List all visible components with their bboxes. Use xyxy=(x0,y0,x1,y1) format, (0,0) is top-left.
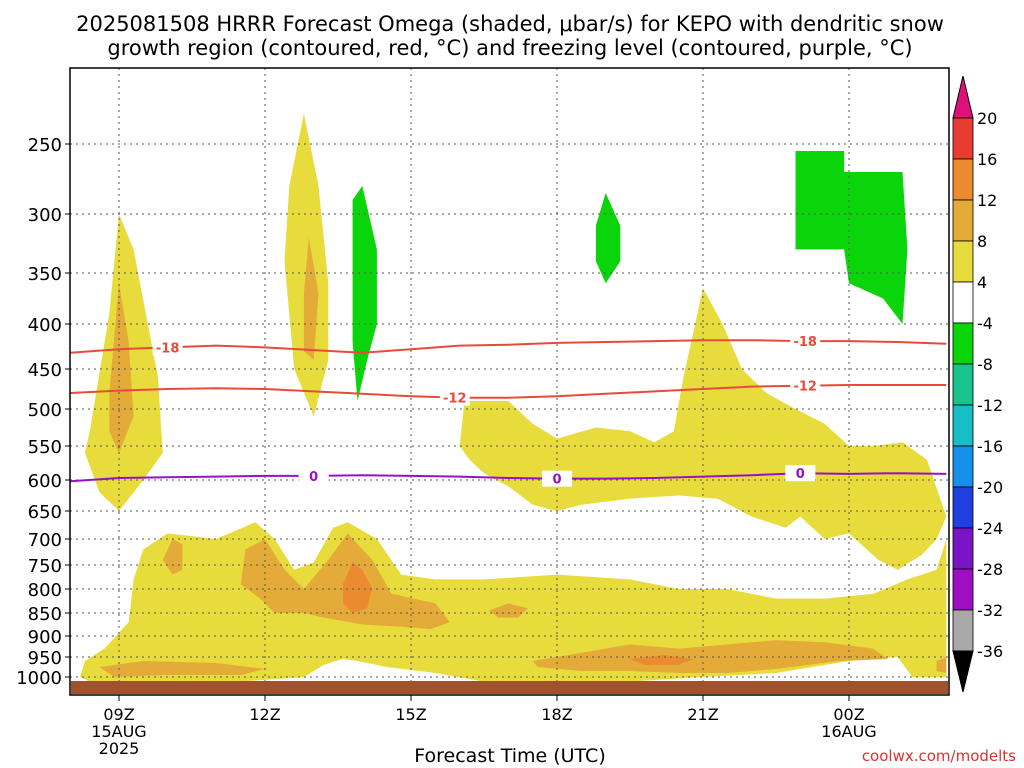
omega-region-11 xyxy=(342,562,373,613)
y-tick-label-650: 650 xyxy=(28,502,62,523)
y-tick-label-800: 800 xyxy=(28,580,62,601)
contour-label-2-1: 0 xyxy=(552,473,561,488)
colorbar-swatch-top-0 xyxy=(952,117,974,160)
omega-region-8 xyxy=(80,522,947,682)
y-tick-label-700: 700 xyxy=(28,530,62,551)
x-axis-label: Forecast Time (UTC) xyxy=(414,745,605,767)
colorbar-swatch-bottom-7 xyxy=(952,609,974,652)
y-tick-label-600: 600 xyxy=(28,471,62,492)
contour-label-bg-1-0 xyxy=(439,389,470,406)
contour-label-bg-2-0 xyxy=(298,467,329,484)
y-tick-label-1000: 1000 xyxy=(16,668,62,689)
colorbar-label--32: -32 xyxy=(977,601,1003,620)
contour-label-bg-2-1 xyxy=(542,470,572,487)
y-tick-label-900: 900 xyxy=(28,627,62,648)
y-tick-label-750: 750 xyxy=(28,556,62,577)
colorbar-swatch-bottom-1 xyxy=(952,363,974,406)
x-tick-label-18Z: 18Z xyxy=(541,705,572,724)
temperature-contours: -18 -18 -12 -12 0 0 0 xyxy=(70,333,947,488)
terrain-ground-strip xyxy=(71,681,948,694)
omega-region-9 xyxy=(162,539,183,575)
colorbar-swatch-bottom-3 xyxy=(952,445,974,488)
y-tick-label-550: 550 xyxy=(28,437,62,458)
omega-region-14 xyxy=(532,640,888,673)
x-tick-date-09Z: 15AUG xyxy=(91,722,146,741)
contour-label-2-2: 0 xyxy=(796,467,805,482)
colorbar-label--28: -28 xyxy=(977,560,1003,579)
contour-label-bg-0-1 xyxy=(790,333,821,350)
x-tick-label-15Z: 15Z xyxy=(395,705,426,724)
colorbar-label-20: 20 xyxy=(977,109,997,128)
x-tick-label-21Z: 21Z xyxy=(687,705,718,724)
colorbar-label--36: -36 xyxy=(977,642,1003,661)
contour-label-2-0: 0 xyxy=(309,470,318,485)
grid-lines xyxy=(70,68,949,695)
contour-label-0-0: -18 xyxy=(156,341,180,356)
y-tick-label-300: 300 xyxy=(28,205,62,226)
y-tick-label-950: 950 xyxy=(28,648,62,669)
colorbar-swatch-bottom-0 xyxy=(952,322,974,365)
omega-region-16 xyxy=(936,657,947,673)
omega-region-12 xyxy=(488,603,528,618)
contour-label-bg-0-0 xyxy=(152,339,183,356)
colorbar-label--20: -20 xyxy=(977,478,1003,497)
y-tick-label-350: 350 xyxy=(28,264,62,285)
x-tick-label-00Z: 00Z xyxy=(833,705,864,724)
omega-region-13 xyxy=(99,661,265,677)
colorbar-label--4: -4 xyxy=(977,314,993,333)
colorbar-swatch-top-1 xyxy=(952,158,974,201)
contour-label-1-0: -12 xyxy=(443,392,467,407)
contour-label-0-1: -18 xyxy=(793,335,817,350)
x-tick-year-09Z: 2025 xyxy=(99,739,140,758)
colorbar-label--24: -24 xyxy=(977,519,1003,538)
colorbar-swatch-white xyxy=(952,281,974,324)
x-tick-label-12Z: 12Z xyxy=(249,705,280,724)
omega-region-3 xyxy=(303,237,319,360)
chart-title-line2: growth region (contoured, red, °C) and f… xyxy=(107,36,912,60)
colorbar-swatch-top-2 xyxy=(952,199,974,242)
colorbar-top-arrow xyxy=(952,75,974,119)
colorbar-label--8: -8 xyxy=(977,355,993,374)
contour-label-bg-2-2 xyxy=(785,465,816,482)
omega-region-4 xyxy=(352,186,377,401)
omega-region-6 xyxy=(795,151,908,324)
colorbar-label-12: 12 xyxy=(977,191,997,210)
contour-label-1-1: -12 xyxy=(793,380,817,395)
colorbar-label--12: -12 xyxy=(977,396,1003,415)
colorbar-label--16: -16 xyxy=(977,437,1003,456)
y-tick-label-850: 850 xyxy=(28,604,62,625)
omega-region-5 xyxy=(595,193,621,284)
x-tick-label-09Z: 09Z xyxy=(103,705,134,724)
chart-title-line1: 2025081508 HRRR Forecast Omega (shaded, … xyxy=(76,12,944,36)
pressure-axis: 2503003504004505005506006507007508008509… xyxy=(16,135,70,689)
y-tick-label-250: 250 xyxy=(28,135,62,156)
colorbar: 20 16 12 8 4 -4 -8 -12 -16 -20 -24 -28 -32 -36 xyxy=(952,75,1003,693)
colorbar-swatch-bottom-4 xyxy=(952,486,974,529)
omega-region-1 xyxy=(109,283,134,453)
y-tick-label-500: 500 xyxy=(28,400,62,421)
y-tick-label-400: 400 xyxy=(28,315,62,336)
colorbar-label-16: 16 xyxy=(977,150,997,169)
colorbar-swatch-bottom-2 xyxy=(952,404,974,447)
y-tick-label-450: 450 xyxy=(28,360,62,381)
credit-text: coolwx.com/modelts xyxy=(862,747,1016,765)
colorbar-label-8: 8 xyxy=(977,232,987,251)
colorbar-bottom-arrow xyxy=(952,650,974,693)
colorbar-label-4: 4 xyxy=(977,273,987,292)
plot-frame xyxy=(69,67,950,696)
colorbar-swatch-top-3 xyxy=(952,240,974,283)
x-tick-date-00Z: 16AUG xyxy=(821,722,876,741)
contour-label-bg-1-1 xyxy=(790,377,821,394)
colorbar-swatch-bottom-6 xyxy=(952,568,974,611)
colorbar-swatch-bottom-5 xyxy=(952,527,974,570)
